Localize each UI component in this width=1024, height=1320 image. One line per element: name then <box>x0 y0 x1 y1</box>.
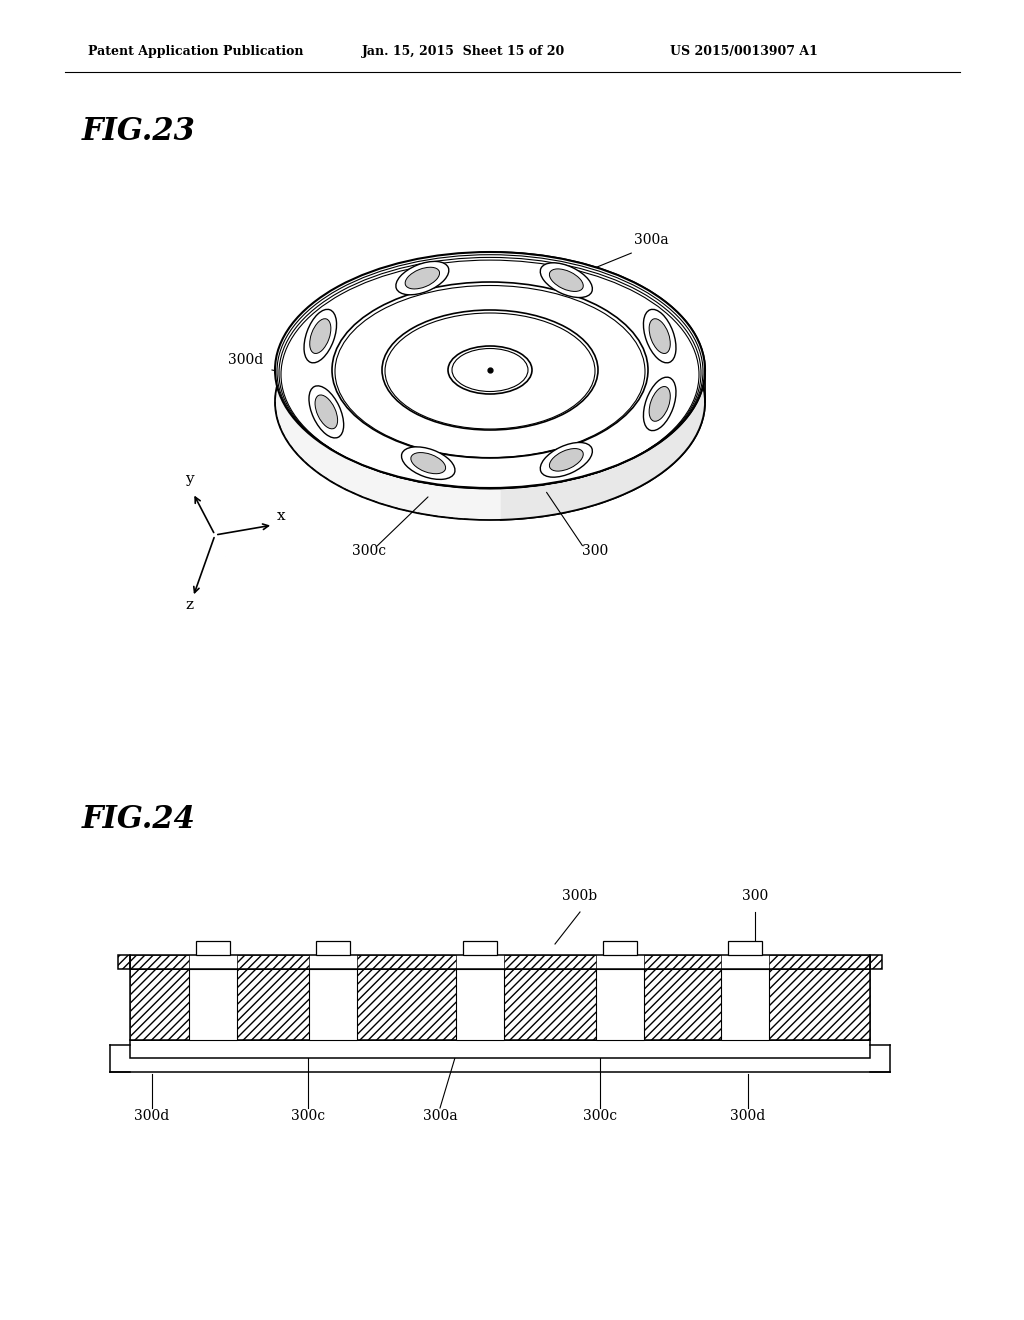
Polygon shape <box>596 969 644 1040</box>
Text: 300a: 300a <box>634 234 669 247</box>
Text: FIG.23: FIG.23 <box>82 116 196 147</box>
Text: 300d: 300d <box>228 352 263 367</box>
Ellipse shape <box>309 318 331 354</box>
Ellipse shape <box>550 269 584 292</box>
Ellipse shape <box>541 263 592 297</box>
Text: 300c: 300c <box>291 1109 325 1123</box>
Text: z: z <box>185 598 193 612</box>
Ellipse shape <box>449 346 532 393</box>
Text: 300: 300 <box>582 544 608 558</box>
Ellipse shape <box>406 267 439 289</box>
Polygon shape <box>728 941 762 954</box>
Ellipse shape <box>401 447 455 479</box>
Polygon shape <box>603 941 637 954</box>
Text: 300c: 300c <box>352 544 386 558</box>
Ellipse shape <box>396 261 449 294</box>
Ellipse shape <box>643 378 676 430</box>
Text: y: y <box>185 473 194 486</box>
Text: x: x <box>278 510 286 523</box>
Text: 300d: 300d <box>730 1109 766 1123</box>
Ellipse shape <box>315 395 338 429</box>
Ellipse shape <box>304 309 337 363</box>
Polygon shape <box>130 969 870 1040</box>
Polygon shape <box>501 252 705 520</box>
Text: Jan. 15, 2015  Sheet 15 of 20: Jan. 15, 2015 Sheet 15 of 20 <box>362 45 565 58</box>
Ellipse shape <box>309 385 344 438</box>
Polygon shape <box>130 1040 870 1059</box>
Ellipse shape <box>649 318 671 354</box>
Polygon shape <box>309 969 357 1040</box>
Text: 300b: 300b <box>562 888 598 903</box>
Ellipse shape <box>550 449 584 471</box>
Polygon shape <box>463 941 497 954</box>
Ellipse shape <box>643 309 676 363</box>
Polygon shape <box>721 969 769 1040</box>
Text: Patent Application Publication: Patent Application Publication <box>88 45 303 58</box>
Ellipse shape <box>275 284 705 520</box>
Ellipse shape <box>649 387 671 421</box>
Ellipse shape <box>332 282 648 458</box>
Polygon shape <box>316 941 350 954</box>
Ellipse shape <box>382 310 598 430</box>
Polygon shape <box>189 969 237 1040</box>
Ellipse shape <box>411 453 445 474</box>
Text: US 2015/0013907 A1: US 2015/0013907 A1 <box>670 45 818 58</box>
Polygon shape <box>196 941 230 954</box>
Polygon shape <box>130 954 870 969</box>
Polygon shape <box>456 969 504 1040</box>
Text: 300a: 300a <box>423 1109 458 1123</box>
Text: 300c: 300c <box>583 1109 617 1123</box>
Ellipse shape <box>541 442 592 478</box>
Text: 300: 300 <box>741 888 768 903</box>
Ellipse shape <box>275 252 705 488</box>
Text: 300d: 300d <box>134 1109 170 1123</box>
Text: FIG.24: FIG.24 <box>82 804 196 836</box>
